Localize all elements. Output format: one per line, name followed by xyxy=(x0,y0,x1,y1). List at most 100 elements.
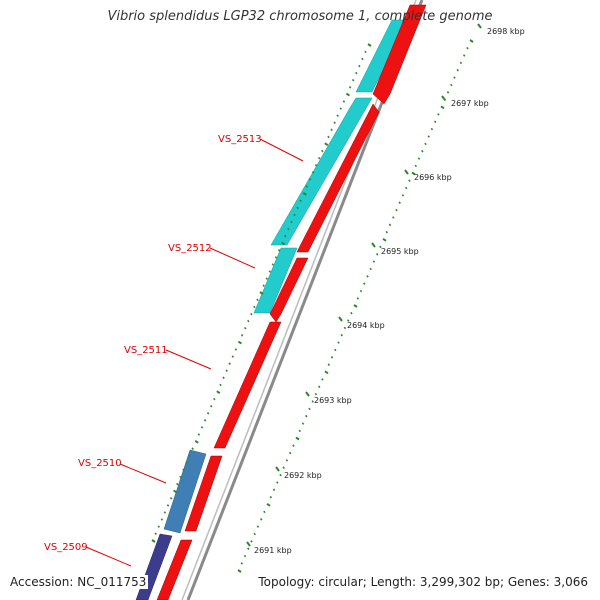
tick-mark xyxy=(243,326,247,330)
tick-label-2691: 2691 kbp xyxy=(254,546,292,555)
tick-mark-long xyxy=(382,237,387,242)
minor-tick-track-inner xyxy=(151,43,372,543)
tick-mark xyxy=(154,532,157,535)
tick-mark xyxy=(240,562,244,565)
tick-mark xyxy=(372,260,376,263)
tick-mark xyxy=(433,120,437,124)
tick-mark xyxy=(253,532,256,536)
tick-mark xyxy=(276,481,279,484)
tick-mark xyxy=(366,275,369,278)
tick-mark-long xyxy=(237,340,242,345)
major-tick xyxy=(441,95,446,101)
map-title: Vibrio splendidus LGP32 chromosome 1, co… xyxy=(107,9,493,24)
major-tick xyxy=(246,541,251,547)
tick-mark xyxy=(314,164,318,167)
tick-mark xyxy=(343,326,347,330)
tick-mark-long xyxy=(237,569,242,573)
tick-mark xyxy=(327,135,330,139)
tick-mark xyxy=(160,518,164,521)
tick-mark xyxy=(166,504,170,507)
tick-mark xyxy=(358,64,361,68)
gene-arrow-blue xyxy=(163,449,207,534)
minor-tick-track-outer xyxy=(237,39,474,573)
gene-label-vs-2509: VS_2509 xyxy=(44,542,88,553)
tick-mark-long xyxy=(324,370,329,375)
tick-mark xyxy=(250,312,253,316)
gene-arrow-reverse xyxy=(296,103,380,253)
tick-mark-long xyxy=(295,436,300,441)
major-tick xyxy=(404,169,409,175)
tick-mark xyxy=(339,107,343,110)
tick-mark xyxy=(364,50,367,54)
tick-mark xyxy=(197,433,201,436)
tick-mark xyxy=(453,76,456,79)
gene-arrow-forward xyxy=(270,97,373,246)
tick-mark xyxy=(421,149,424,153)
tick-mark-long xyxy=(440,105,445,110)
tick-mark xyxy=(298,429,302,433)
tick-mark xyxy=(287,227,290,231)
tick-mark xyxy=(385,230,389,234)
major-tick xyxy=(275,466,280,472)
tick-mark xyxy=(219,383,222,387)
genome-summary-text: Topology: circular; Length: 3,299,302 bp… xyxy=(256,575,590,589)
tick-mark xyxy=(388,223,392,227)
tick-mark-long xyxy=(345,92,350,97)
leader-line xyxy=(85,546,132,567)
tick-mark-long xyxy=(151,539,156,543)
tick-label-2695: 2695 kbp xyxy=(381,247,419,256)
gene-arrow-reverse xyxy=(156,539,193,600)
leader-line xyxy=(119,463,167,484)
tick-mark xyxy=(330,356,334,359)
tick-mark xyxy=(350,311,353,315)
major-tick xyxy=(305,391,310,397)
leader-line xyxy=(165,349,212,370)
tick-mark xyxy=(417,157,421,160)
tick-mark xyxy=(185,461,188,465)
tick-mark-long xyxy=(281,241,286,246)
tick-label-2692: 2692 kbp xyxy=(284,471,322,480)
tick-mark-long xyxy=(266,502,271,507)
tick-mark xyxy=(200,426,204,429)
tick-mark xyxy=(363,282,366,285)
tick-mark xyxy=(462,54,466,57)
tick-mark xyxy=(247,319,250,323)
gene-label-vs-2511: VS_2511 xyxy=(124,345,168,356)
tick-mark xyxy=(337,341,340,344)
gene-label-vs-2513: VS_2513 xyxy=(218,134,262,145)
tick-mark xyxy=(466,46,469,50)
tick-mark xyxy=(288,451,292,455)
tick-mark xyxy=(253,305,256,309)
tick-mark xyxy=(361,57,364,61)
gene-arrow-reverse xyxy=(269,257,309,323)
tick-mark-long xyxy=(469,39,474,43)
tick-mark xyxy=(179,475,182,479)
tick-mark xyxy=(256,298,259,302)
tick-mark xyxy=(299,199,302,202)
backbone-line-inner xyxy=(181,0,417,600)
tick-mark xyxy=(182,468,185,472)
tick-mark xyxy=(272,488,276,492)
tick-mark xyxy=(292,444,295,447)
tick-label-2697: 2697 kbp xyxy=(451,99,489,108)
tick-mark xyxy=(395,208,398,212)
tick-mark xyxy=(234,348,238,351)
tick-mark xyxy=(321,149,324,153)
tick-mark xyxy=(430,127,434,131)
tick-mark xyxy=(317,385,321,389)
tick-mark xyxy=(330,128,333,132)
tick-mark xyxy=(256,525,260,528)
gene-arrow-reverse xyxy=(213,321,282,449)
tick-mark xyxy=(369,267,372,271)
tick-mark xyxy=(274,256,278,259)
tick-mark xyxy=(327,363,331,366)
tick-mark xyxy=(157,525,161,528)
tick-mark xyxy=(247,547,250,550)
gene-arrow-reverse xyxy=(372,4,427,105)
tick-mark xyxy=(203,419,207,422)
tick-mark xyxy=(408,179,411,182)
tick-mark xyxy=(231,355,235,358)
tick-mark xyxy=(375,253,379,256)
tick-mark-long xyxy=(302,191,307,196)
